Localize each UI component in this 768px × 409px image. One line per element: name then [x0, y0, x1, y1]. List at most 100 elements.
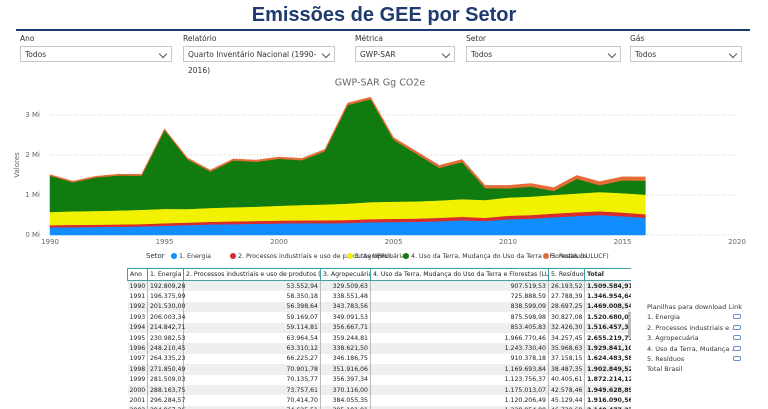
filter-label: Relatório: [183, 34, 217, 43]
x-tick-label: 2015: [614, 238, 632, 246]
download-label: 2. Processos industriais e ...: [647, 323, 738, 332]
legend-swatch: [171, 253, 177, 259]
page-title: Emissões de GEE por Setor: [251, 4, 517, 26]
column-header: 5. Resíduos: [548, 268, 585, 281]
table-cell: 2001: [127, 395, 148, 406]
filter-dropdown[interactable]: Quarto Inventário Nacional (1990-2016): [183, 46, 335, 75]
table-cell: 1.328.954,80: [370, 405, 549, 409]
chart-title: GWP-SAR Gg CO2e: [335, 78, 426, 89]
download-label: Total Brasil: [647, 365, 683, 374]
column-header: 3. Agropecuária: [320, 268, 371, 281]
filter-dropdown[interactable]: Todos: [466, 46, 621, 62]
table-cell: 26.193,52: [548, 280, 585, 292]
legend-label: 1. Energia: [179, 253, 211, 260]
table-cell: 395.191,91: [320, 405, 371, 409]
table-row: 1992 201.530,00 56.398,64 343.783,56 838.599…: [127, 301, 631, 313]
table-row: 1996 248.210,45 63.310,12 338.621,50 1.243.7…: [127, 343, 631, 354]
download-label: 5. Resíduos: [647, 354, 685, 363]
legend-label: 5. Resíduos: [551, 252, 587, 260]
table-row: 1991 196.375,99 58.350,18 338.551,48 725.888…: [127, 291, 631, 302]
table-cell: 1997: [127, 353, 148, 365]
link-icon[interactable]: [733, 335, 741, 341]
table-cell: 910.378,18: [370, 353, 549, 365]
table-cell: 294.967,36: [147, 405, 185, 409]
table-cell: 2002: [127, 405, 148, 409]
table-cell: 214.842,71: [147, 322, 185, 333]
table-cell: 40.405,61: [548, 374, 585, 385]
x-tick-label: 2010: [499, 238, 517, 246]
table-header: Ano 1. Energia 2. Processos industriais e …: [127, 268, 631, 281]
filter-dropdown[interactable]: GWP-SAR: [355, 46, 455, 62]
table-cell: 359.244,81: [320, 332, 371, 344]
filter: Métrica GWP-SAR: [355, 34, 455, 62]
table-cell: 338.621,50: [320, 343, 371, 354]
table-row: 1995 230.982,53 63.964,54 359.244,81 1.966.7…: [127, 332, 631, 344]
table-cell: 1995: [127, 332, 148, 344]
table-cell: 1993: [127, 312, 148, 323]
table-cell: 384.055,35: [320, 395, 371, 406]
table-cell: 27.788,39: [548, 291, 585, 302]
table-cell: 1.516.457,36: [584, 322, 631, 333]
table-cell: 838.599,09: [370, 301, 549, 313]
table-cell: 351.916,06: [320, 364, 371, 375]
table-cell: 264.335,23: [147, 353, 185, 365]
table-cell: 45.129,44: [548, 395, 585, 406]
table-cell: 1.123.756,37: [370, 374, 549, 385]
column-header: Ano: [127, 268, 148, 281]
filter: Ano Todos: [20, 34, 172, 62]
table-cell: 1990: [127, 280, 148, 292]
table-cell: 349.091,53: [320, 312, 371, 323]
download-item: 1. Energia: [647, 313, 747, 323]
link-icon[interactable]: [733, 345, 741, 351]
column-header: 1. Energia: [147, 268, 184, 281]
download-item: 3. Agropecuária: [647, 334, 747, 344]
filter-dropdown[interactable]: Todos: [630, 46, 742, 62]
table-cell: 875.598,98: [370, 312, 549, 323]
table-cell: 59.169,07: [183, 312, 321, 323]
table-cell: 230.982,53: [147, 332, 185, 344]
link-header: Link: [728, 303, 742, 311]
table-cell: 1991: [127, 291, 148, 302]
y-axis-label: Valores: [13, 152, 21, 178]
link-icon[interactable]: [733, 355, 741, 361]
table-cell: 2.140.477,27: [584, 405, 631, 409]
table-cell: 35.968,63: [548, 343, 585, 354]
filter-label: Métrica: [355, 34, 383, 43]
link-icon[interactable]: [733, 324, 741, 330]
chart: GWP-SAR Gg CO2e Valores Setor 0 Mi 1 Mi 2 …: [13, 78, 746, 261]
y-tick-label: 0 Mi: [25, 231, 40, 239]
table-cell: 1.509.584,91: [584, 280, 631, 292]
y-tick-label: 1 Mi: [25, 191, 40, 199]
filter-dropdown[interactable]: Todos: [20, 46, 172, 62]
table-cell: 1.966.770,46: [370, 332, 549, 344]
table-cell: 370.116,00: [320, 384, 371, 396]
table-cell: 32.426,30: [548, 322, 585, 333]
legend-label: 3. Agropecuária: [355, 252, 405, 260]
downloads-header: Planilhas para download Link: [647, 303, 747, 313]
scrollbar[interactable]: [628, 312, 631, 338]
link-icon[interactable]: [733, 314, 741, 320]
y-tick-label: 3 Mi: [25, 111, 40, 119]
data-table-wrap: Ano 1. Energia 2. Processos industriais e …: [127, 268, 631, 409]
x-tick-label: 2020: [728, 238, 746, 246]
table-cell: 1.469.008,54: [584, 301, 631, 313]
table-cell: 853.405,83: [370, 322, 549, 333]
table-cell: 281.509,03: [147, 374, 185, 385]
table-cell: 1.929.841,10: [584, 343, 631, 354]
table-cell: 725.888,59: [370, 291, 549, 302]
x-tick-label: 2005: [385, 238, 403, 246]
table-cell: 1.175.013,07: [370, 384, 549, 396]
downloads-title: Planilhas para download: [647, 303, 727, 311]
table-cell: 329.509,63: [320, 280, 371, 292]
table-cell: 63.310,12: [183, 343, 321, 354]
table-row: 1997 264.335,23 66.225,27 346.186,75 910.378…: [127, 353, 631, 365]
table-cell: 1.520.680,00: [584, 312, 631, 323]
download-label: 3. Agropecuária: [647, 334, 699, 343]
column-header: Total: [584, 268, 631, 281]
table-cell: 201.530,00: [147, 301, 185, 313]
y-tick-label: 2 Mi: [25, 151, 40, 159]
table-cell: 2.655.219,79: [584, 332, 631, 344]
table-cell: 46.730,69: [548, 405, 585, 409]
table-cell: 1.949.628,89: [584, 384, 631, 396]
